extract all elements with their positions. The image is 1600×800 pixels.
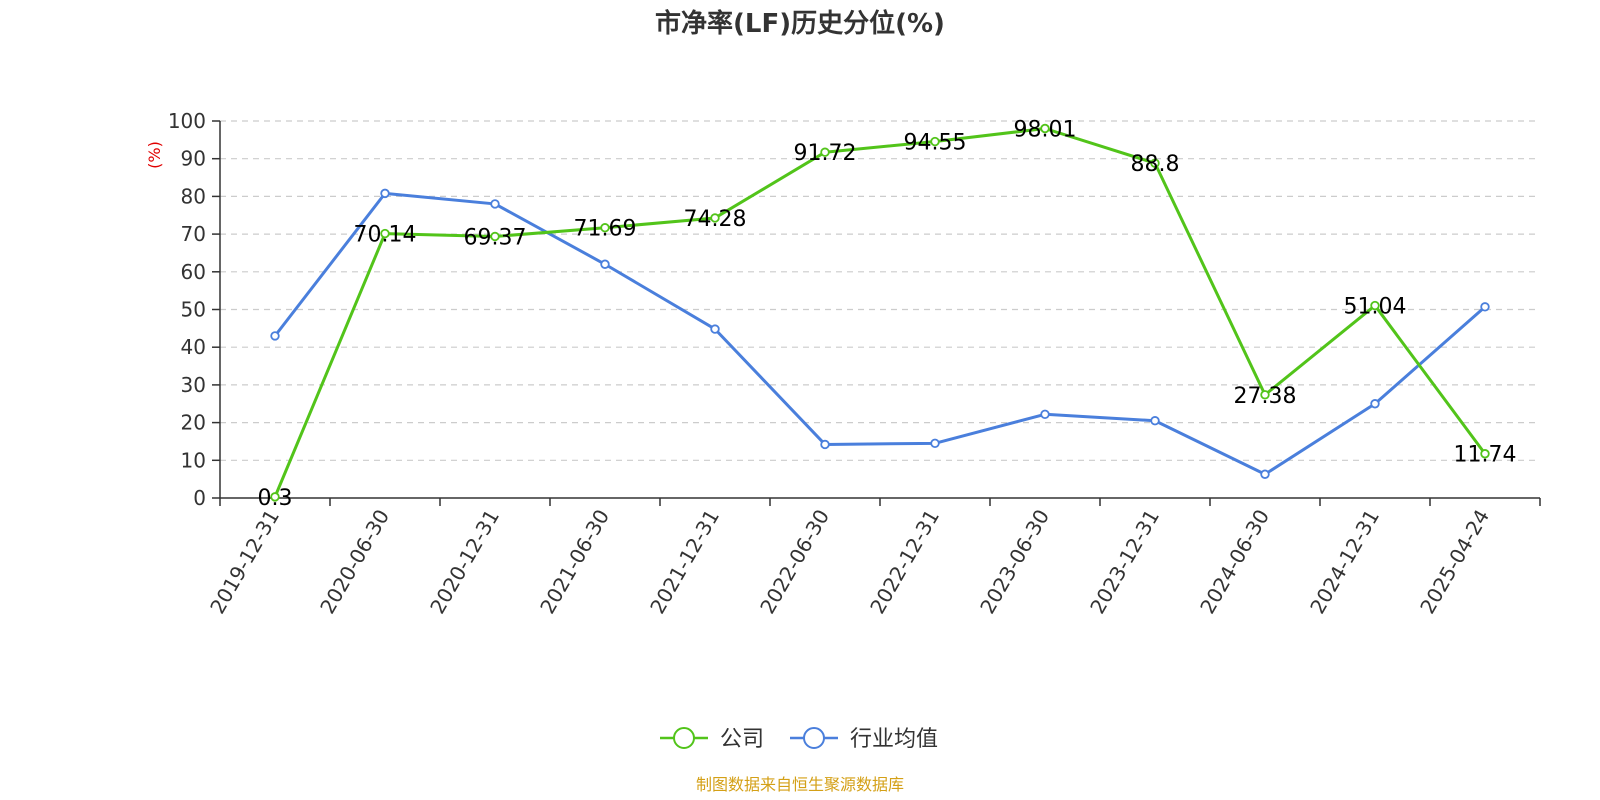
data-point[interactable] [930, 136, 940, 147]
y-axis-label: (%) [145, 141, 164, 169]
data-point[interactable] [710, 324, 720, 334]
data-point[interactable] [380, 188, 390, 199]
series-line-0 [273, 127, 1487, 498]
data-point[interactable] [1150, 416, 1160, 426]
y-tick-label: 60 [181, 260, 206, 284]
x-tick-label: 2019-12-31 [205, 505, 284, 618]
legend-item-0[interactable]: 公司 [660, 727, 764, 752]
data-label: 0.3 [258, 486, 293, 511]
data-point[interactable] [270, 492, 280, 502]
axes: 0 10 20 30 40 50 60 70 80 90 100 2019-12-31 2020-06-… [168, 109, 1541, 618]
data-point[interactable] [1370, 399, 1380, 409]
grid-lines [220, 120, 1540, 461]
data-point[interactable] [600, 223, 610, 233]
y-tick-label: 10 [181, 448, 206, 472]
legend-marker-icon [803, 727, 825, 749]
chart-title: 市净率(LF)历史分位(%) [655, 8, 945, 39]
y-tick-label: 0 [193, 486, 206, 510]
legend-item-1[interactable]: 行业均值 [790, 727, 938, 752]
y-tick-label: 100 [168, 109, 206, 133]
data-point[interactable] [1370, 300, 1380, 311]
x-tick-label: 2022-06-30 [755, 505, 834, 618]
data-label: 71.69 [574, 217, 637, 242]
legend-marker-icon [673, 727, 695, 749]
data-point[interactable] [1480, 302, 1490, 312]
x-tick-label: 2020-06-30 [315, 505, 394, 618]
x-tick-label: 2020-12-31 [425, 505, 504, 618]
y-tick-label: 40 [181, 335, 206, 359]
y-tick-label: 30 [181, 373, 206, 397]
data-label: 88.8 [1131, 152, 1180, 177]
data-point[interactable] [490, 231, 500, 242]
data-label: 27.38 [1234, 384, 1297, 409]
data-point[interactable] [820, 147, 830, 157]
data-label: 74.28 [684, 207, 747, 232]
data-point[interactable] [1040, 123, 1050, 134]
data-label: 11.74 [1454, 443, 1517, 468]
y-tick-label: 90 [181, 147, 206, 171]
x-tick-label: 2023-06-30 [975, 505, 1054, 618]
data-label: 94.55 [904, 131, 967, 156]
x-tick-label: 2024-06-30 [1195, 505, 1274, 618]
source-note: 制图数据来自恒生聚源数据库 [696, 775, 904, 794]
data-labels: 0.3 70.14 69.37 71.69 74.28 91.72 94.55 98.01 88… [258, 118, 1517, 511]
y-tick-label: 70 [181, 222, 206, 246]
x-tick-label: 2022-12-31 [865, 505, 944, 618]
data-point[interactable] [1150, 158, 1160, 168]
data-point[interactable] [1040, 409, 1050, 420]
data-point[interactable] [1480, 449, 1490, 459]
data-point[interactable] [600, 259, 610, 269]
data-label: 51.04 [1344, 295, 1407, 320]
data-point[interactable] [270, 331, 280, 341]
data-point[interactable] [490, 199, 500, 209]
x-tick-label: 2025-04-24 [1415, 505, 1494, 618]
y-tick-label: 20 [181, 411, 206, 435]
x-tick-label: 2023-12-31 [1085, 505, 1164, 618]
y-tick-label: 50 [181, 298, 206, 322]
x-tick-label: 2021-06-30 [535, 505, 614, 618]
legend-label: 行业均值 [850, 727, 938, 752]
data-point[interactable] [930, 438, 940, 449]
series-line-1 [273, 191, 1486, 476]
data-label: 91.72 [794, 141, 857, 166]
y-tick-label: 80 [181, 184, 206, 208]
legend-label: 公司 [720, 727, 764, 752]
series-layer [270, 123, 1490, 502]
x-tick-label: 2021-12-31 [645, 505, 724, 618]
legend[interactable]: 公司 行业均值 [660, 727, 938, 752]
data-point[interactable] [1260, 469, 1270, 479]
data-point[interactable] [820, 439, 830, 450]
data-label: 70.14 [354, 223, 417, 248]
data-point[interactable] [710, 213, 720, 223]
data-point[interactable] [1260, 390, 1270, 400]
data-label: 98.01 [1014, 118, 1077, 143]
x-tick-label: 2024-12-31 [1305, 505, 1384, 618]
data-point[interactable] [380, 228, 390, 239]
data-label: 69.37 [464, 225, 527, 250]
